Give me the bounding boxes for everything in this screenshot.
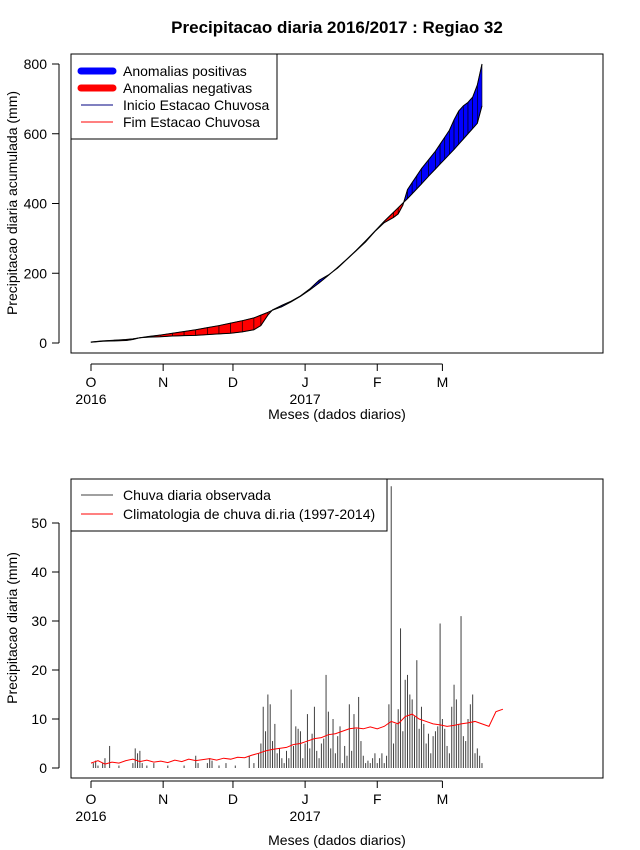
x-tick-label-month: F — [373, 374, 382, 390]
x-tick-label-month: N — [158, 791, 168, 807]
chart-1-x-axis-label: Meses (dados diarios) — [268, 406, 406, 422]
y-tick-label: 40 — [31, 564, 47, 580]
x-tick-label-month: O — [86, 374, 97, 390]
chart-1-lines — [90, 63, 483, 343]
x-tick-label-year: 2016 — [75, 808, 106, 824]
y-tick-label: 10 — [31, 711, 47, 727]
x-tick-label-year: 2017 — [290, 808, 321, 824]
legend-label-fim-estacao: Fim Estacao Chuvosa — [123, 114, 260, 130]
x-tick-label-month: M — [437, 374, 449, 390]
y-tick-label: 50 — [31, 515, 47, 531]
anomaly-positive-segment — [458, 105, 464, 146]
x-tick-label-month: O — [86, 791, 97, 807]
x-tick-label-year: 2016 — [75, 391, 106, 407]
y-tick-label: 0 — [39, 335, 47, 351]
chart-2-legend-box — [70, 478, 388, 532]
chart-2-lines — [90, 708, 504, 765]
x-tick-label-month: F — [373, 791, 382, 807]
chart-2-legend: Chuva diaria observada Climatologia de c… — [70, 478, 388, 532]
chart-1-legend: Anomalias positivas Anomalias negativas … — [70, 53, 278, 140]
legend-label-anomalias-positivas: Anomalias positivas — [123, 63, 247, 79]
y-tick-label: 400 — [24, 196, 48, 212]
y-tick-label: 200 — [24, 265, 48, 281]
y-tick-label: 0 — [39, 760, 47, 776]
chart-1-y-axis-label: Precipitacao diaria acumulada (mm) — [4, 91, 20, 315]
y-tick-label: 30 — [31, 613, 47, 629]
anomaly-positive-segment — [467, 96, 473, 135]
y-tick-label: 800 — [24, 56, 48, 72]
chart-1-plot-area: Anomalias positivas Anomalias negativas … — [70, 53, 604, 354]
y-tick-label: 20 — [31, 662, 47, 678]
chart-2-y-axis-label: Precipitacao diaria (mm) — [4, 552, 20, 704]
chart-1-title: Precipitacao diaria 2016/2017 : Regiao 3… — [171, 18, 503, 37]
series-line-climatologia-acumulada — [90, 105, 483, 343]
x-tick-label-month: M — [437, 791, 449, 807]
anomaly-positive-segment — [463, 101, 469, 140]
legend-label-anomalias-negativas: Anomalias negativas — [123, 80, 252, 96]
chart-2-x-axis-label: Meses (dados diarios) — [268, 832, 406, 848]
anomaly-positive-segment — [453, 110, 460, 151]
chart-1-x-axis: O N D J F M 2016 2017 — [75, 363, 449, 407]
legend-label-climatologia: Climatologia de chuva di.ria (1997-2014) — [123, 506, 375, 522]
x-tick-label-month: N — [158, 374, 168, 390]
legend-label-inicio-estacao: Inicio Estacao Chuvosa — [123, 97, 270, 113]
chart-2-x-axis: O N D J F M 2016 2017 — [75, 780, 449, 824]
series-line-climatologia-diaria — [90, 708, 504, 765]
x-tick-label-year: 2017 — [290, 391, 321, 407]
legend-label-chuva-observada: Chuva diaria observada — [123, 487, 271, 503]
y-tick-label: 600 — [24, 126, 48, 142]
x-tick-label-month: J — [302, 374, 309, 390]
x-tick-label-month: J — [302, 791, 309, 807]
chart-1-frame — [70, 53, 604, 354]
x-tick-label-month: D — [228, 374, 238, 390]
chart-2-y-axis: 0 10 20 30 40 50 — [31, 515, 60, 776]
chart-1-y-axis: 0 200 400 600 800 — [24, 56, 60, 351]
x-tick-label-month: D — [228, 791, 238, 807]
chart-2-plot-area: Chuva diaria observada Climatologia de c… — [70, 478, 604, 779]
